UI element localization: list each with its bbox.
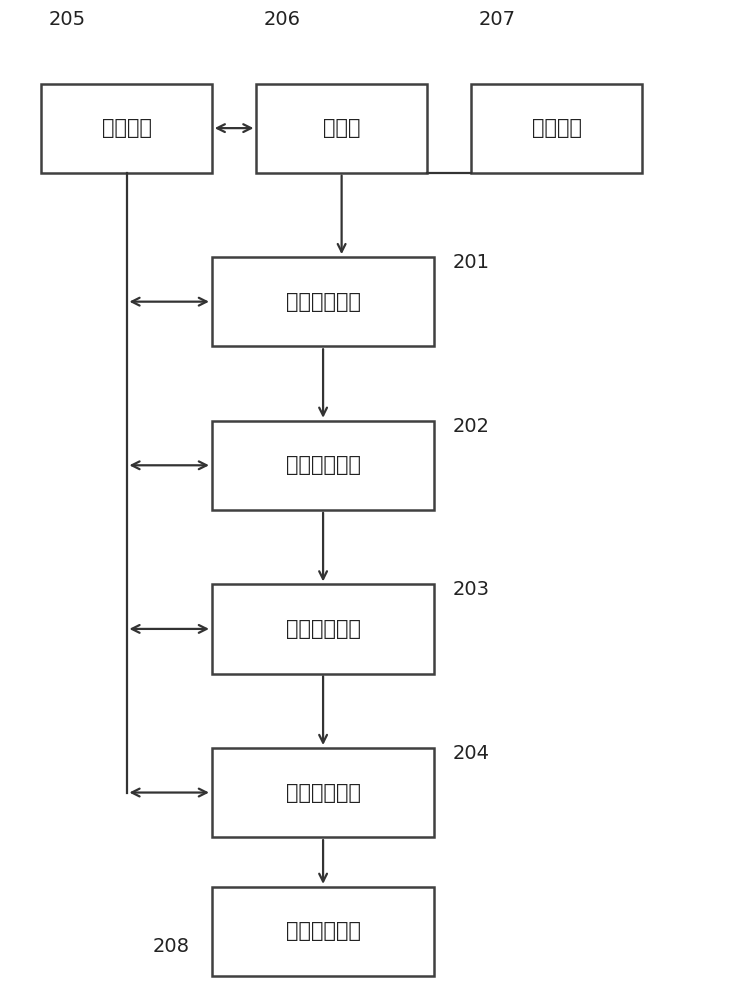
Bar <box>256 84 427 173</box>
Bar <box>211 584 434 674</box>
Text: 数据过滤模块: 数据过滤模块 <box>286 455 361 475</box>
Text: 201: 201 <box>453 253 490 272</box>
Text: 204: 204 <box>453 744 490 763</box>
Text: 生产执行模块: 生产执行模块 <box>286 921 361 941</box>
Text: 206: 206 <box>264 10 301 29</box>
Text: 数据收集模块: 数据收集模块 <box>286 292 361 312</box>
Bar <box>211 887 434 976</box>
Text: 203: 203 <box>453 580 490 599</box>
Bar <box>211 748 434 837</box>
Text: 205: 205 <box>49 10 86 29</box>
Text: 207: 207 <box>478 10 516 29</box>
Text: 客户端: 客户端 <box>323 118 361 138</box>
Bar <box>211 421 434 510</box>
Text: 数据统计模块: 数据统计模块 <box>286 619 361 639</box>
Bar <box>41 84 211 173</box>
Text: 定时模块: 定时模块 <box>532 118 582 138</box>
Bar <box>472 84 642 173</box>
Text: 208: 208 <box>152 937 190 956</box>
Text: 数据分析模块: 数据分析模块 <box>286 783 361 803</box>
Text: 存储模块: 存储模块 <box>101 118 152 138</box>
Text: 202: 202 <box>453 417 490 436</box>
Bar <box>211 257 434 346</box>
